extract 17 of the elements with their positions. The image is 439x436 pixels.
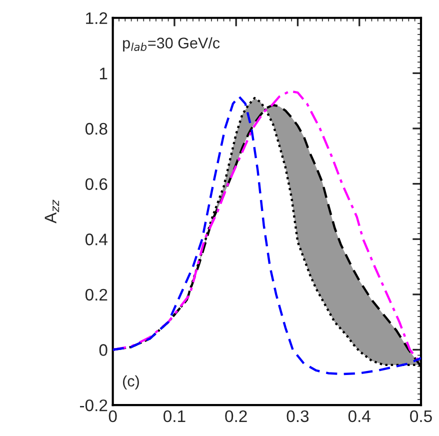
x-tick-label: 0.3 bbox=[286, 410, 309, 422]
y-tick-label: 1.2 bbox=[86, 12, 108, 24]
y-tick-label: 0.8 bbox=[85, 122, 108, 135]
y-tick-label: 1 bbox=[100, 68, 108, 80]
y-tick-label: -0.2 bbox=[80, 399, 108, 412]
x-tick-label: 0.1 bbox=[164, 410, 186, 422]
y-tick-label: 0 bbox=[99, 344, 108, 356]
y-tick-label: 0.2 bbox=[85, 288, 108, 301]
y-axis-title: A$_{zz}$ bbox=[44, 200, 60, 224]
x-tick-label: 0.4 bbox=[348, 410, 370, 422]
x-tick-label: 0.5 bbox=[410, 410, 432, 422]
x-tick-label: 0.2 bbox=[225, 410, 247, 422]
annotation: (c) bbox=[123, 375, 139, 390]
y-tick-label: 0.6 bbox=[85, 178, 108, 190]
y-tick-label: 0.4 bbox=[85, 234, 108, 246]
x-tick-label: 0 bbox=[108, 410, 117, 422]
annotation: p$_{lab}$=30 GeV/c bbox=[123, 37, 220, 52]
